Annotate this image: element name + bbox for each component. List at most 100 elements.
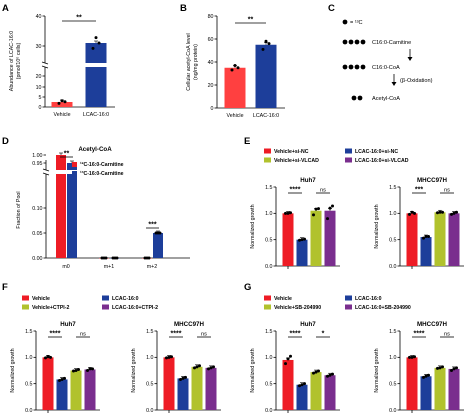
y-axis-label: Normalized growth — [250, 348, 256, 392]
y-tick-label: 0.0 — [389, 264, 396, 270]
significance-pair-2: * — [322, 331, 325, 338]
bar-lcac-16-0 — [420, 376, 432, 410]
panel-label-a: A — [2, 3, 9, 14]
data-point — [88, 367, 92, 371]
legend-entry: ¹²C-16:0-Carnitine — [80, 162, 124, 168]
legend-entry: LCAC-16:0+si-NC — [355, 149, 398, 155]
legend-entry: Vehicle — [32, 296, 50, 302]
y-axis-label: (ng/mg protein) — [193, 44, 199, 80]
data-point — [264, 39, 268, 43]
data-point — [436, 366, 439, 370]
y-tick-label: 0.00 — [32, 256, 42, 262]
y-tick-label: 0.5 — [389, 237, 396, 243]
bar-lcac-16-0-ctpi-2 — [205, 367, 217, 410]
significance-pair-2: ns — [201, 332, 207, 338]
panel-label-e: E — [244, 136, 250, 147]
legend-swatch — [264, 295, 271, 301]
data-point — [44, 356, 47, 360]
category-label: m+1 — [104, 264, 115, 270]
y-tick-label: 1.0 — [146, 355, 153, 361]
data-point — [331, 204, 334, 208]
bar-lcac — [85, 67, 107, 107]
y-axis-label: Abundance of LCAC-16:0 — [9, 31, 15, 91]
pathway-schematic: = ¹³C C16:0-Carnitine C16:0-CoA (β-Oxida… — [342, 19, 433, 102]
legend-swatch — [102, 295, 109, 301]
data-point — [438, 210, 442, 214]
data-point — [72, 369, 75, 373]
y-tick-label: 1.0 — [265, 355, 272, 361]
bar-lcac — [255, 44, 277, 108]
data-point — [408, 212, 411, 216]
data-point — [289, 211, 292, 215]
significance-b: ** — [248, 17, 254, 24]
panel-label-c: C — [328, 3, 335, 14]
panel-label-g: G — [244, 282, 251, 293]
data-point — [198, 364, 201, 368]
legend-swatch — [264, 304, 271, 310]
data-point — [427, 235, 430, 239]
y-tick-label: 0.0 — [265, 264, 272, 270]
y-tick-label: 0 — [39, 105, 42, 111]
bar-vehicle — [51, 102, 73, 107]
y-tick-label: 0.5 — [25, 381, 32, 387]
bar-lcac-16-0-ctpi-2 — [84, 369, 96, 410]
y-tick-label: 0.5 — [146, 381, 153, 387]
y-tick-label: 0.0 — [146, 408, 153, 414]
schematic-legend-label: = ¹³C — [350, 20, 363, 26]
category-label: LCAC-16:0 — [253, 113, 279, 119]
bar-vehicle — [163, 357, 175, 410]
data-point — [184, 375, 187, 379]
y-tick-label: 1.0 — [389, 355, 396, 361]
data-point — [303, 237, 306, 241]
schematic-step-acetyl-coa: Acetyl-CoA — [372, 96, 400, 102]
y-axis-label: Fraction of Pool — [16, 191, 22, 228]
c13-dot-icon — [342, 19, 348, 25]
significance-pair-2: ns — [444, 188, 450, 194]
data-point — [158, 231, 162, 235]
data-point — [413, 355, 416, 359]
data-point — [77, 367, 80, 371]
data-point — [97, 41, 101, 45]
y-tick-label: 0.10 — [32, 206, 42, 212]
legend-entry: Vehicle — [274, 296, 292, 302]
subplot-title: Huh7 — [60, 321, 76, 328]
y-axis-label: Normalized growth — [374, 348, 380, 392]
data-point — [317, 207, 320, 211]
axis-break — [41, 65, 49, 69]
y-axis-label: Normalized growth — [374, 204, 380, 248]
y-tick-label: 20 — [208, 83, 214, 89]
panel-label-b: B — [180, 3, 187, 14]
data-point — [207, 367, 210, 371]
data-point — [193, 366, 196, 370]
significance-pair-2: ns — [80, 332, 86, 338]
significance-d-m0: ** — [64, 151, 70, 158]
data-point — [91, 46, 95, 50]
data-point — [63, 376, 66, 380]
data-point — [286, 211, 290, 215]
y-tick-label: 0.5 — [265, 381, 272, 387]
y-tick-label: 1.5 — [25, 329, 32, 335]
data-point — [441, 210, 444, 214]
y-tick-label: 1.5 — [389, 329, 396, 335]
y-tick-label: 1.5 — [146, 329, 153, 335]
data-point — [212, 365, 215, 369]
data-point — [300, 238, 304, 242]
data-point — [289, 354, 292, 358]
data-point — [74, 369, 78, 372]
panel-label-d: D — [2, 136, 9, 147]
legend-entry: Vehicle+si-VLCAD — [274, 158, 319, 164]
data-point — [312, 371, 315, 375]
panel-label-f: F — [2, 282, 8, 293]
data-point — [331, 372, 334, 376]
bar-m+2 — [153, 233, 163, 258]
significance-pair-2: ns — [444, 332, 450, 338]
data-point — [284, 211, 287, 215]
data-point — [261, 47, 265, 51]
y-tick-label: 5 — [39, 95, 42, 101]
data-point — [167, 355, 171, 359]
legend-swatch — [102, 304, 109, 310]
subplot-title: Huh7 — [300, 321, 316, 328]
data-point — [147, 256, 151, 260]
legend-swatch — [345, 304, 352, 310]
